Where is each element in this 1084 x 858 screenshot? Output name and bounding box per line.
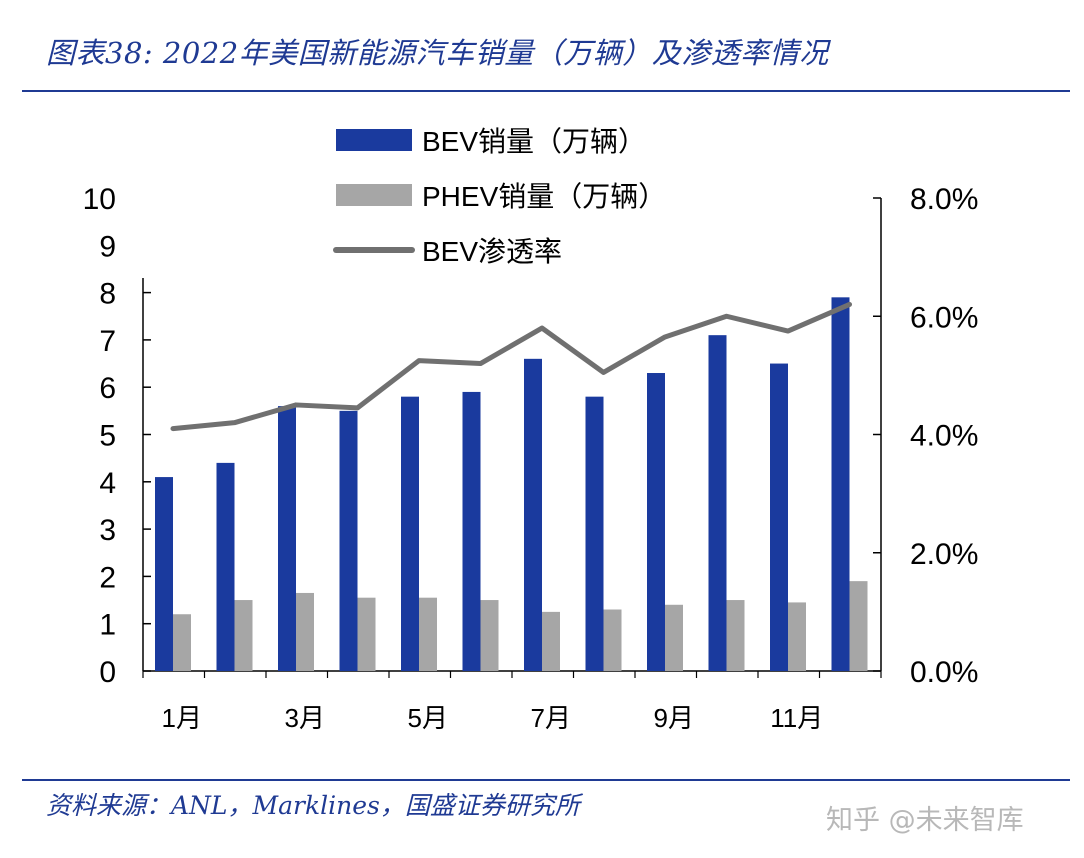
- phev-bar: [726, 600, 745, 671]
- watermark-text: 知乎 @未来智库: [826, 805, 1024, 836]
- left-axis-tick-label: 2: [99, 561, 116, 594]
- bev-bar: [647, 373, 665, 671]
- phev-bar: [480, 600, 499, 671]
- chart-area: 0 1 2 3 4 5 6 7 8 9 10 0.0% 2.0% 4.0% 6.0% 8.0% 1月 3月 5月 7月…: [83, 126, 979, 733]
- right-axis-tick-label: 0.0%: [910, 656, 978, 689]
- left-axis-tick-label: 0: [99, 656, 116, 689]
- left-axis-tick-label: 7: [99, 325, 116, 358]
- bev-bar: [401, 396, 419, 671]
- right-axis-tick-label: 2.0%: [910, 538, 978, 571]
- bev-bar: [585, 396, 604, 671]
- left-axis-tick-label: 1: [99, 609, 116, 642]
- phev-bar: [849, 581, 868, 671]
- bev-bar: [708, 335, 727, 671]
- x-axis-tick-label: 5月: [408, 703, 448, 733]
- left-axis-tick-label: 10: [83, 183, 116, 216]
- phev-bar: [357, 597, 376, 671]
- left-axis-tick-label: 4: [99, 467, 116, 500]
- bev-bar: [216, 462, 235, 671]
- bev-bar: [155, 477, 173, 671]
- bev-bar: [339, 410, 358, 671]
- bev-bar: [462, 391, 481, 671]
- bev-bar: [278, 406, 296, 671]
- bev-bar: [831, 297, 850, 671]
- phev-bar: [173, 614, 191, 671]
- figure-title: 图表38: 2022年美国新能源汽车销量（万辆）及渗透率情况: [46, 36, 829, 70]
- phev-bar: [542, 611, 560, 671]
- right-axis-tick-label: 8.0%: [910, 183, 978, 216]
- left-axis-tick-label: 5: [99, 420, 116, 453]
- bev-bar: [524, 358, 542, 671]
- x-axis-tick-label: 1月: [162, 703, 202, 733]
- footer-divider: [22, 779, 1070, 781]
- bev-bar: [770, 363, 788, 671]
- x-axis-tick-label: 9月: [654, 703, 694, 733]
- phev-bar: [665, 604, 683, 671]
- legend-swatch-bev: [336, 129, 412, 151]
- x-axis-tick-label: 11月: [770, 703, 823, 733]
- source-note: 资料来源：ANL，Marklines，国盛证券研究所: [46, 791, 580, 820]
- legend-label: PHEV销量（万辆）: [422, 181, 666, 212]
- phev-bar: [234, 600, 253, 671]
- legend-label: BEV渗透率: [422, 236, 562, 267]
- phev-bar: [788, 602, 806, 671]
- x-axis-tick-label: 3月: [285, 703, 325, 733]
- left-axis-tick-label: 6: [99, 372, 116, 405]
- left-axis-tick-label: 9: [99, 230, 116, 263]
- phev-bar: [603, 609, 622, 671]
- x-axis-tick-label: 7月: [531, 703, 571, 733]
- title-divider: [22, 90, 1070, 92]
- left-axis-tick-label: 8: [99, 278, 116, 311]
- legend-label: BEV销量（万辆）: [422, 126, 646, 157]
- left-axis-tick-label: 3: [99, 514, 116, 547]
- phev-bar: [419, 597, 437, 671]
- legend-swatch-phev: [336, 184, 412, 206]
- right-axis-tick-label: 4.0%: [910, 420, 978, 453]
- phev-bar: [296, 592, 314, 671]
- bev-penetration-line: [170, 301, 852, 432]
- right-axis-tick-label: 6.0%: [910, 301, 978, 334]
